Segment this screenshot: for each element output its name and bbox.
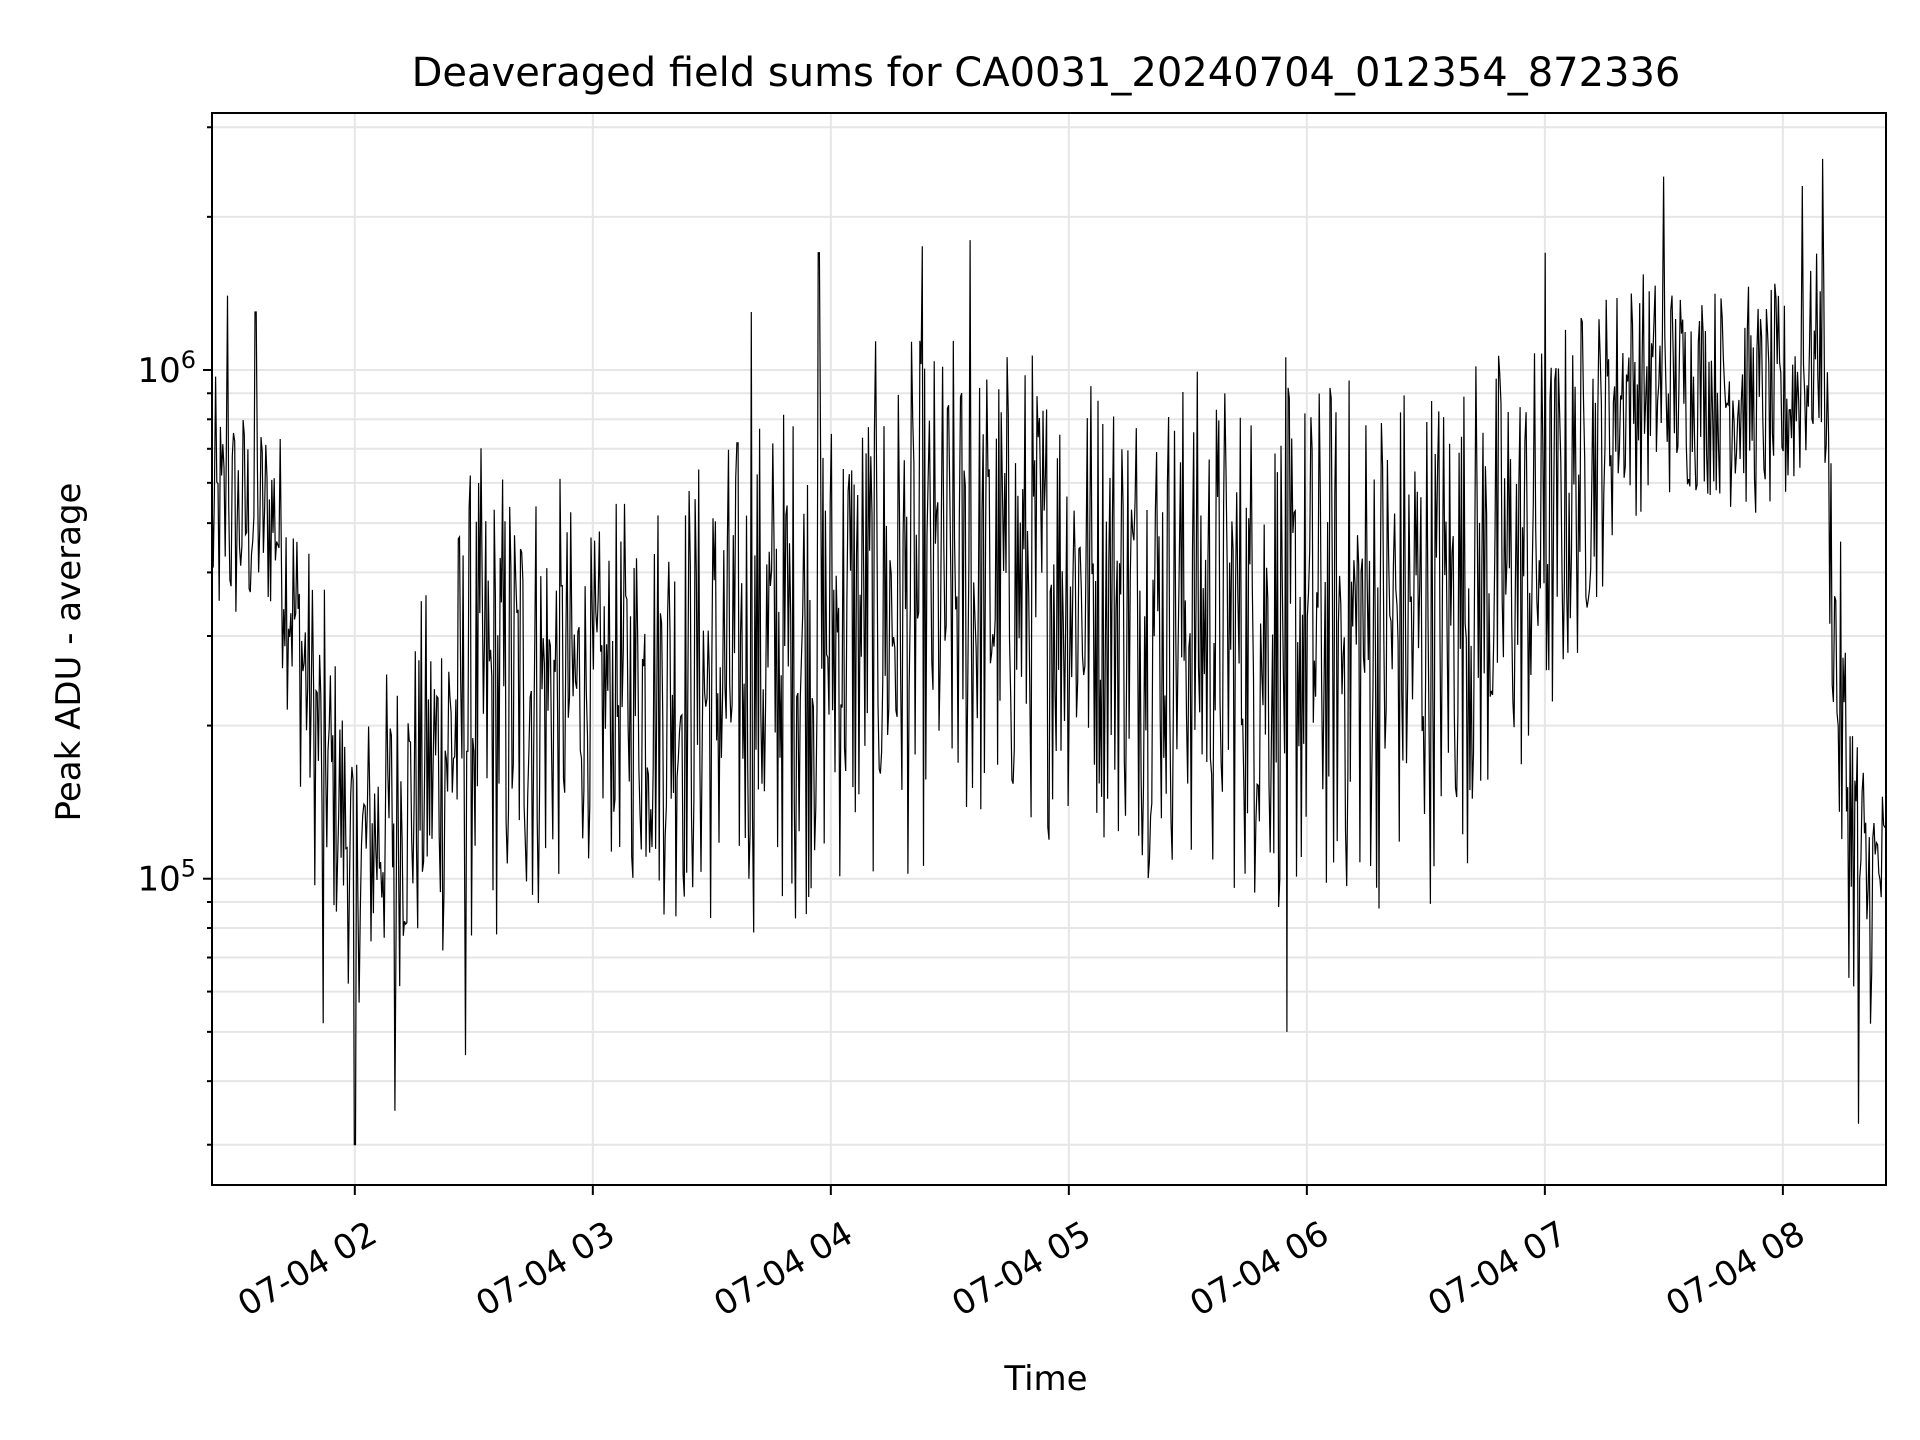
grid <box>212 113 1886 1185</box>
plot-frame <box>211 112 1887 1186</box>
y-axis-ticks: 105 106 <box>137 126 212 1146</box>
y-axis-label: Peak ADU - average <box>49 483 89 822</box>
series-path <box>211 158 1887 1146</box>
y-tick-label: 105 <box>137 855 196 900</box>
y-tick-label: 106 <box>137 346 196 391</box>
x-axis-label: Time <box>1003 1359 1087 1399</box>
chart-title: Deaveraged field sums for CA0031_2024070… <box>412 50 1681 96</box>
series-line <box>211 158 1887 1146</box>
